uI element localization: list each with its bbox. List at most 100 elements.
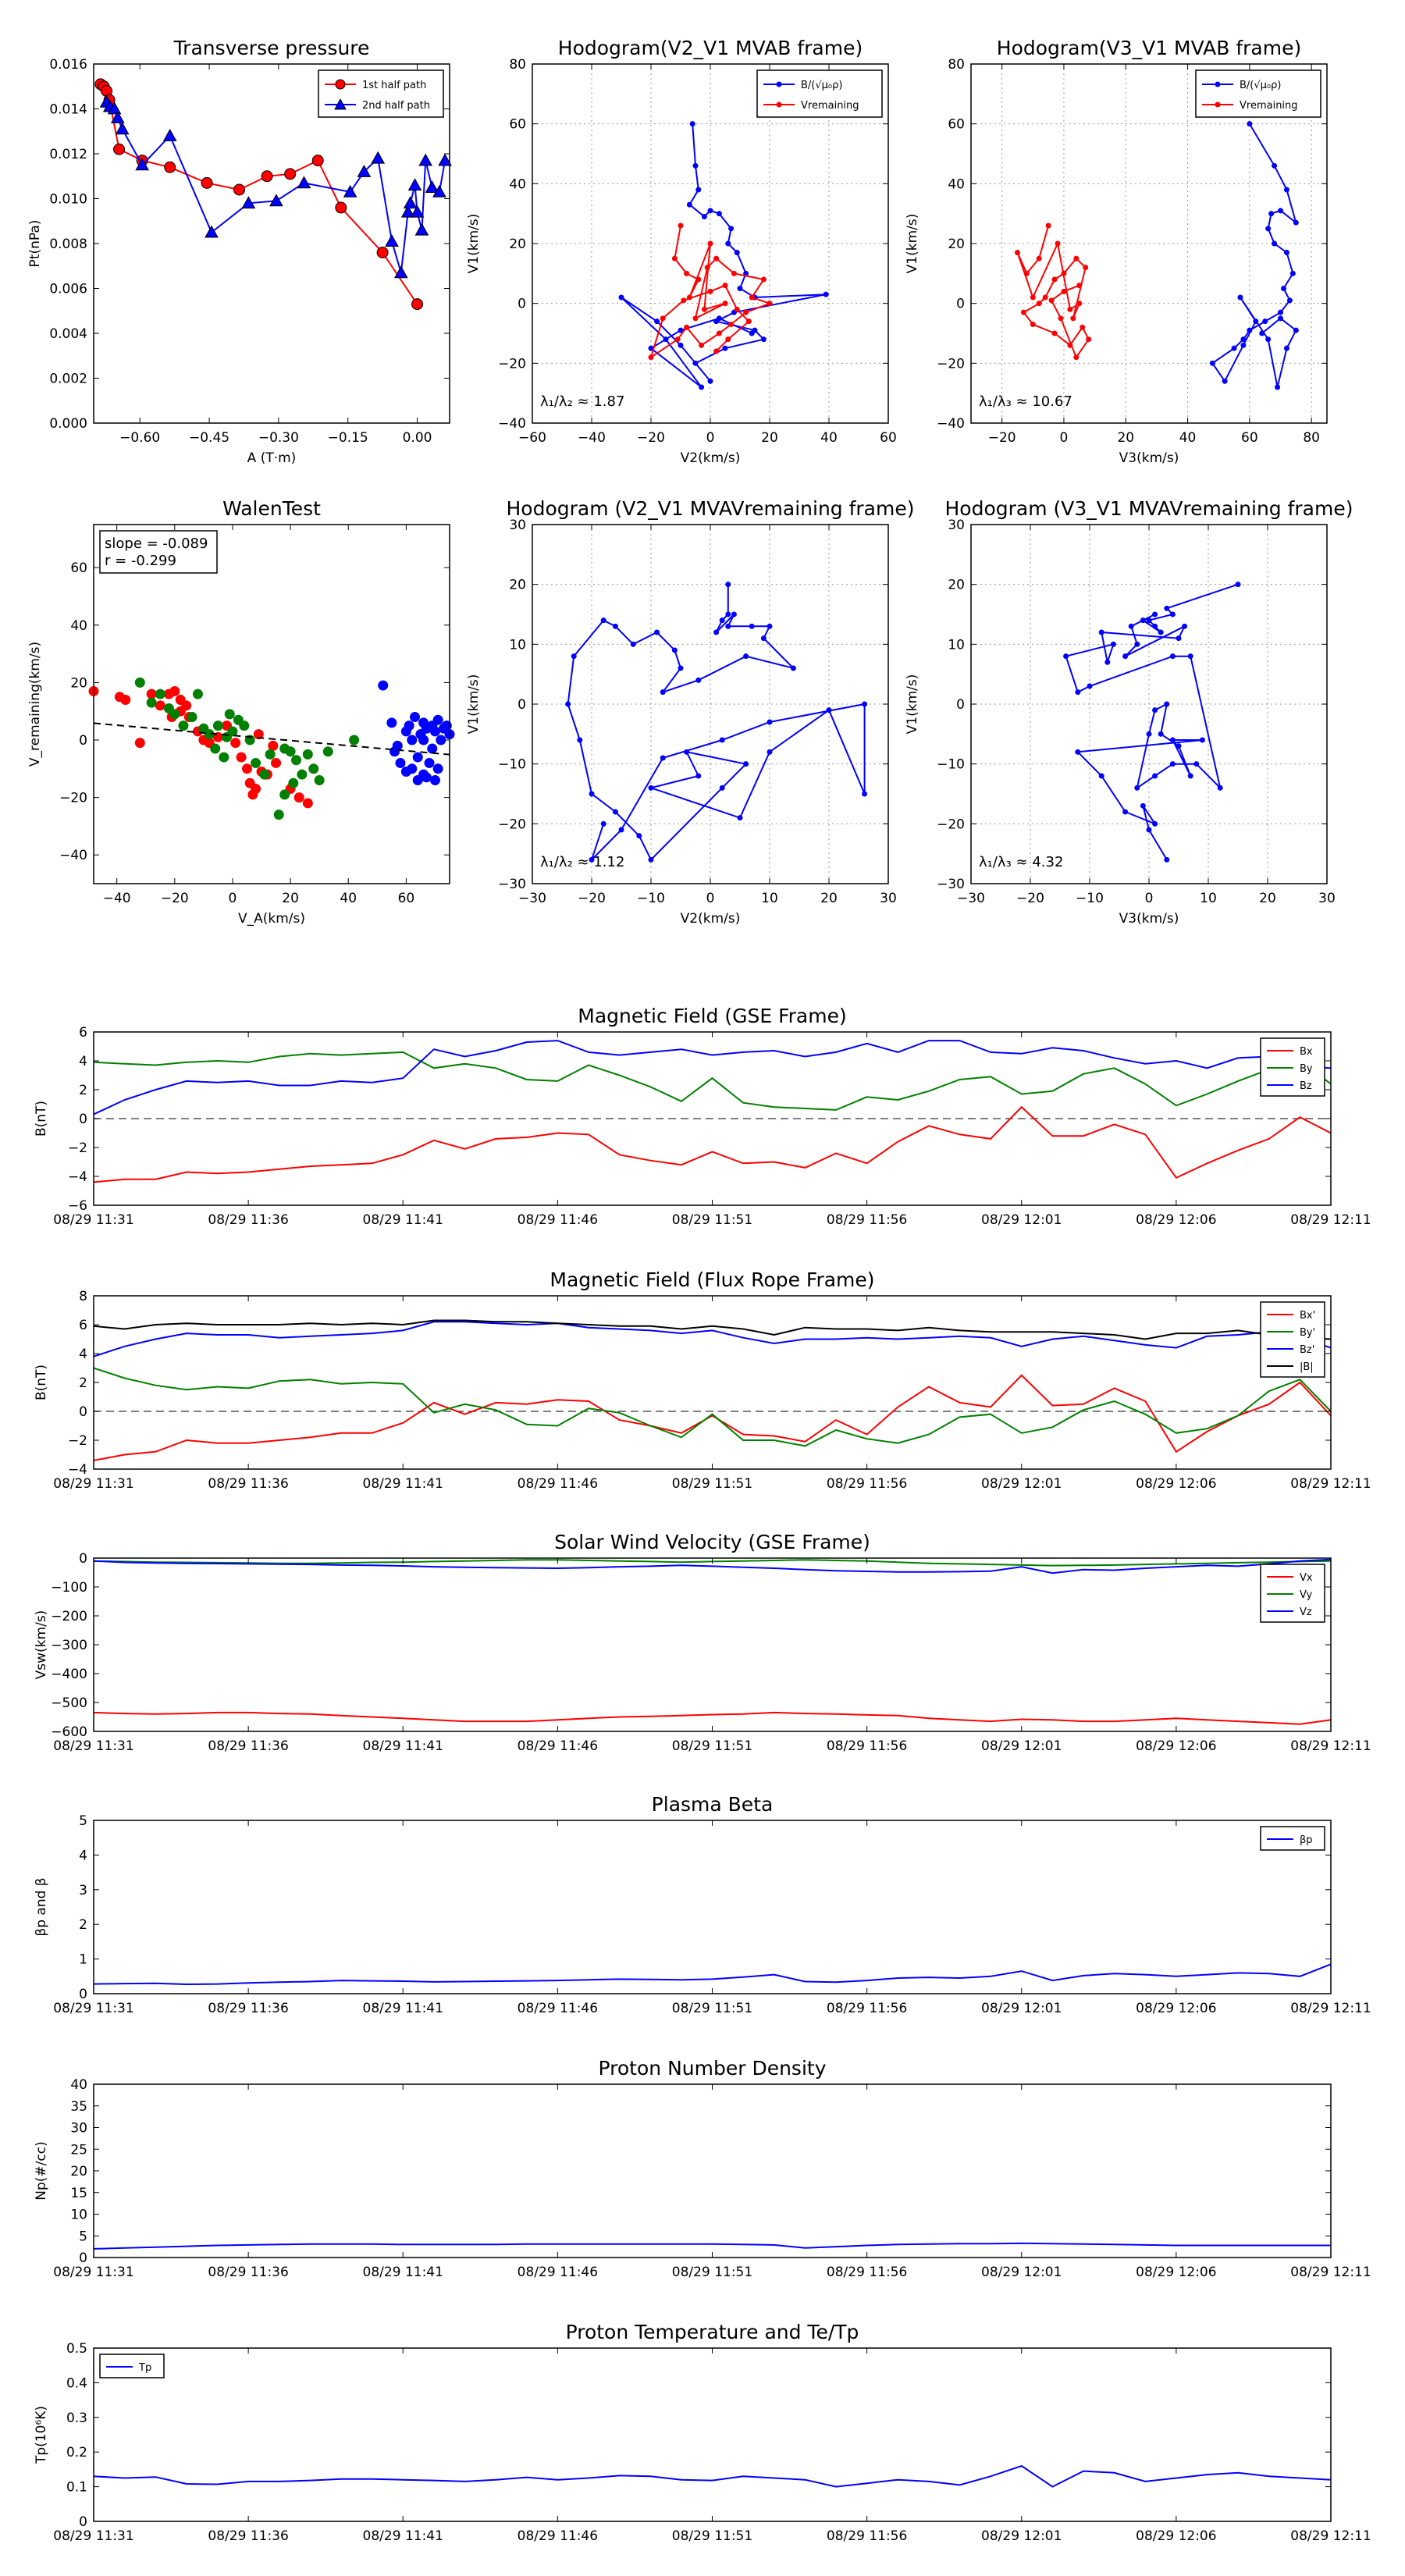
- series-marker-dot: [1023, 270, 1030, 276]
- series-marker-dot: [1061, 270, 1067, 276]
- x-tick-label: 08/29 11:36: [208, 2265, 288, 2280]
- y-tick-label: 10: [70, 2208, 87, 2223]
- series-marker-dot: [1128, 623, 1134, 629]
- y-tick-label: 10: [509, 637, 526, 653]
- series-marker-dot: [1199, 737, 1205, 743]
- eigenvalue-ratio-label: λ₁/λ₃ ≈ 10.67: [979, 393, 1072, 410]
- y-axis-label: V1(km/s): [905, 674, 920, 735]
- x-tick-label: 08/29 12:11: [1290, 1738, 1371, 1754]
- scatter-point-blue: [432, 714, 443, 725]
- x-tick-label: 08/29 11:46: [518, 1476, 598, 1492]
- plot-frame: [93, 1557, 1332, 1732]
- scatter-point-green: [265, 749, 276, 760]
- series-marker-dot: [612, 809, 618, 815]
- legend-label: 2nd half path: [362, 100, 430, 112]
- y-tick-label: 10: [948, 637, 965, 653]
- series-marker-dot: [1272, 162, 1278, 169]
- series-marker-dot: [1152, 611, 1158, 617]
- chart-title: Proton Number Density: [599, 2057, 827, 2080]
- series-line-1: [105, 101, 446, 273]
- series-marker-dot: [663, 336, 669, 343]
- x-tick-label: 08/29 12:01: [981, 1476, 1062, 1492]
- scatter-point-red: [293, 792, 304, 803]
- series-marker-dot: [1193, 761, 1200, 767]
- x-tick-label: 08/29 11:41: [363, 1738, 443, 1754]
- series-marker-circle: [411, 298, 424, 311]
- series-marker-dot: [1152, 623, 1158, 629]
- y-tick-label: 20: [948, 578, 965, 593]
- series-marker-dot: [734, 306, 740, 312]
- legend-marker: [335, 79, 346, 90]
- x-tick-label: 20: [1117, 430, 1134, 446]
- x-tick-label: −40: [578, 430, 606, 446]
- series-marker-triangle: [110, 110, 125, 123]
- y-tick-label: 0.016: [49, 57, 87, 73]
- y-tick-label: 20: [948, 237, 965, 252]
- legend-label: βp: [1300, 1834, 1313, 1846]
- series-marker-dot: [722, 301, 728, 307]
- x-tick-label: 0: [1145, 891, 1154, 906]
- x-tick-label: 08/29 12:06: [1136, 2265, 1216, 2280]
- series-marker-dot: [716, 211, 722, 217]
- chart-title: Transverse pressure: [173, 37, 370, 59]
- y-tick-label: 0.4: [66, 2375, 87, 2391]
- plot-frame: [532, 63, 889, 424]
- x-tick-label: 08/29 11:51: [672, 1738, 752, 1754]
- y-tick-label: 0.012: [49, 147, 87, 162]
- legend-label: Bx': [1300, 1310, 1315, 1322]
- scatter-point-blue: [418, 735, 429, 745]
- series-marker-dot: [1158, 731, 1164, 737]
- series-line-By': [93, 1367, 1332, 1447]
- chart-title: WalenTest: [222, 497, 321, 520]
- y-tick-label: 0: [79, 2514, 87, 2530]
- series-marker-dot: [648, 856, 654, 863]
- series-marker-dot: [1262, 318, 1268, 325]
- x-tick-label: 08/29 11:41: [363, 2265, 443, 2280]
- series-marker-dot: [731, 611, 737, 617]
- x-tick-label: 08/29 11:41: [363, 2001, 443, 2016]
- x-axis-label: V2(km/s): [681, 450, 741, 466]
- series-marker-dot: [749, 330, 755, 336]
- series-marker-dot: [719, 737, 725, 743]
- x-tick-label: 08/29 11:46: [518, 2001, 598, 2016]
- series-marker-dot: [1087, 683, 1093, 689]
- scatter-point-blue: [432, 763, 443, 774]
- series-marker-dot: [1075, 749, 1081, 755]
- series-marker-dot: [1169, 611, 1176, 617]
- series-marker-dot: [684, 270, 690, 276]
- fit-line: [93, 722, 450, 756]
- series-marker-triangle: [357, 164, 372, 177]
- series-marker-dot: [678, 222, 684, 229]
- y-tick-label: −4: [68, 1169, 87, 1185]
- y-tick-label: −6: [68, 1198, 87, 1214]
- x-tick-label: 08/29 12:11: [1290, 2001, 1371, 2016]
- series-marker-dot: [1051, 276, 1058, 283]
- x-tick-label: 08/29 12:11: [1290, 2265, 1371, 2280]
- series-marker-circle: [233, 183, 246, 196]
- series-marker-dot: [1289, 270, 1296, 276]
- hodogram-v2-v1-mvav-panel: −30 −20 −10 0 10 20 30−30−20−100102030Hodogram…: [466, 497, 915, 927]
- series-marker-dot: [760, 336, 767, 343]
- series-marker-dot: [728, 226, 735, 232]
- series-marker-triangle: [403, 196, 418, 209]
- series-marker-dot: [737, 815, 743, 821]
- legend-box: [756, 69, 883, 118]
- series-marker-dot: [725, 623, 731, 629]
- scatter-point-red: [253, 729, 264, 740]
- series-marker-dot: [1076, 301, 1083, 307]
- series-marker-dot: [1055, 240, 1061, 247]
- x-tick-label: 08/29 11:56: [827, 1738, 907, 1754]
- series-marker-dot: [707, 240, 713, 247]
- series-marker-dot: [1146, 827, 1152, 833]
- plot-frame: [970, 63, 1328, 424]
- series-marker-dot: [1280, 286, 1286, 291]
- legend-marker: [1215, 101, 1221, 108]
- scatter-point-green: [302, 749, 313, 760]
- x-tick-label: 08/29 12:11: [1290, 2528, 1371, 2544]
- series-marker-dot: [1283, 345, 1289, 351]
- proton-temperature-panel: 08/29 11:31 08/29 11:36 08/29 11:41 08/29 1…: [34, 2321, 1371, 2544]
- y-tick-label: −300: [51, 1638, 87, 1653]
- y-tick-label: 0.004: [49, 326, 87, 342]
- series-marker-dot: [749, 294, 755, 301]
- scatter-point-green: [219, 752, 229, 763]
